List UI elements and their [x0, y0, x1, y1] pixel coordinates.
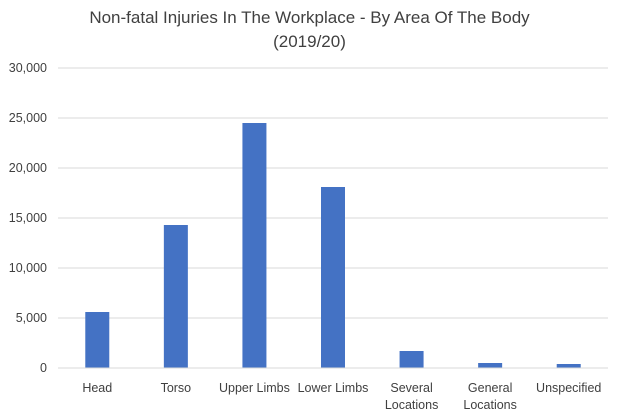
chart-title-line-1: Non-fatal Injuries In The Workplace - By… — [89, 8, 530, 27]
x-tick-label: Upper Limbs — [219, 381, 290, 395]
x-tick-label: Unspecified — [536, 381, 601, 395]
y-tick-label: 20,000 — [9, 161, 47, 175]
bar — [321, 187, 345, 368]
x-tick-label: Locations — [385, 398, 439, 412]
bar — [556, 364, 581, 368]
bar — [242, 123, 267, 368]
x-tick-label: Torso — [161, 381, 192, 395]
x-tick-label: Head — [82, 381, 112, 395]
bar — [85, 312, 110, 368]
y-tick-label: 30,000 — [9, 61, 47, 75]
x-tick-label: Locations — [463, 398, 517, 412]
x-tick-label: Several — [390, 381, 432, 395]
chart-title: Non-fatal Injuries In The Workplace - By… — [0, 6, 619, 54]
y-tick-label: 15,000 — [9, 211, 47, 225]
x-tick-label: Lower Limbs — [298, 381, 369, 395]
y-tick-label: 10,000 — [9, 261, 47, 275]
y-tick-label: 0 — [40, 361, 47, 375]
y-tick-label: 25,000 — [9, 111, 47, 125]
bar — [478, 363, 503, 368]
bar — [399, 351, 424, 368]
x-tick-label: General — [468, 381, 512, 395]
chart-title-line-2: (2019/20) — [273, 32, 346, 51]
bar — [163, 225, 188, 368]
y-tick-label: 5,000 — [16, 311, 47, 325]
